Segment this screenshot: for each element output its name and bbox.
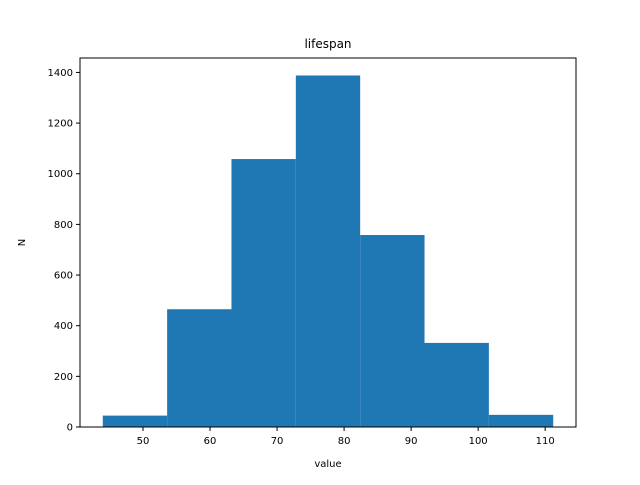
x-tick-label: 60	[204, 436, 217, 447]
x-tick-label: 50	[137, 436, 150, 447]
x-tick-label: 100	[469, 436, 488, 447]
chart-title: lifespan	[304, 37, 351, 51]
y-tick-label: 1200	[48, 119, 73, 130]
histogram-bar	[295, 75, 361, 427]
x-tick-label: 70	[271, 436, 284, 447]
y-axis-ticks: 0 200 400 600 800 1000 1200 1400	[48, 68, 80, 434]
histogram-bar	[488, 414, 554, 427]
y-tick-label: 400	[54, 321, 73, 332]
y-tick-label: 600	[54, 271, 73, 282]
y-tick-label: 1400	[48, 68, 73, 79]
x-tick-label: 90	[405, 436, 418, 447]
y-axis-label: N	[17, 239, 28, 246]
histogram-bar	[167, 309, 232, 427]
x-tick-label: 80	[338, 436, 351, 447]
histogram-bar	[231, 159, 296, 428]
x-axis-label: value	[314, 459, 341, 470]
histogram-bar	[360, 235, 425, 427]
y-tick-label: 1000	[48, 169, 73, 180]
histogram-bar	[102, 415, 168, 427]
x-tick-label: 110	[536, 436, 555, 447]
plot-frame	[79, 57, 577, 428]
histogram-bar	[424, 342, 489, 427]
bars-group	[102, 75, 554, 428]
y-tick-label: 800	[54, 220, 73, 231]
x-axis-ticks: 50 60 70 80 90 100 110	[137, 427, 555, 447]
y-tick-label: 200	[54, 372, 73, 383]
y-tick-label: 0	[67, 423, 73, 434]
